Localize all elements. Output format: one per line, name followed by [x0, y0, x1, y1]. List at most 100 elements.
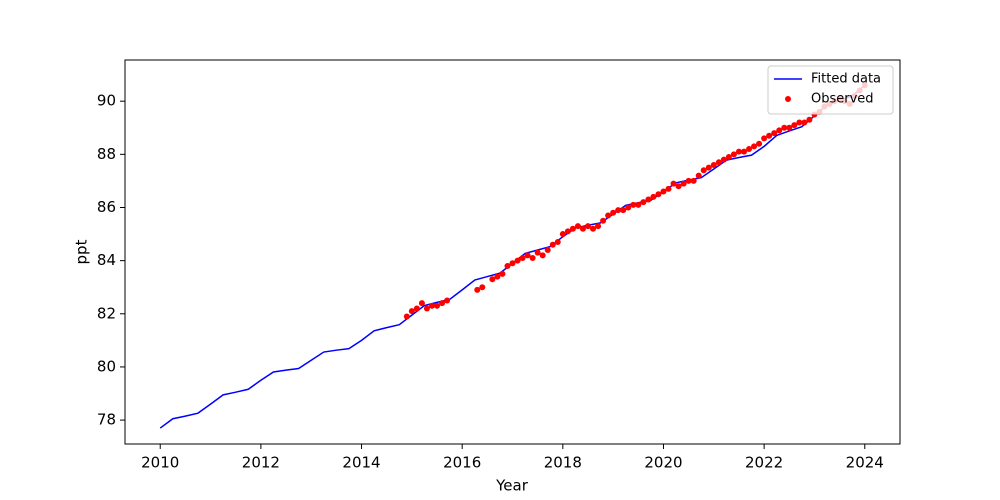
observed-point: [544, 247, 551, 254]
observed-point: [584, 223, 591, 230]
observed-point: [620, 207, 627, 214]
legend-label: Fitted data: [811, 72, 881, 87]
observed-point: [413, 305, 420, 312]
observed-point: [725, 153, 732, 160]
observed-point: [474, 286, 481, 293]
observed-point: [791, 122, 798, 129]
plot-frame: [124, 59, 901, 445]
observed-point: [740, 148, 747, 155]
y-tick-label: 90: [97, 92, 116, 110]
y-tick-label: 86: [97, 198, 116, 216]
observed-point: [801, 119, 808, 126]
observed-point: [600, 217, 607, 224]
observed-point: [781, 124, 788, 131]
observed-point: [569, 225, 576, 232]
observed-point: [746, 146, 753, 153]
observed-point: [439, 300, 446, 307]
observed-point: [605, 212, 612, 219]
observed-point: [428, 302, 435, 309]
observed-point: [579, 225, 586, 232]
observed-point: [660, 188, 667, 195]
y-tick-label: 78: [97, 411, 116, 429]
legend: Fitted data Observed: [767, 65, 894, 115]
observed-point: [534, 249, 541, 256]
observed-point: [680, 180, 687, 187]
observed-point: [494, 273, 501, 280]
observed-point: [559, 231, 566, 238]
observed-point: [705, 164, 712, 171]
legend-box: [767, 65, 894, 115]
observed-point: [595, 223, 602, 230]
observed-point: [806, 116, 813, 123]
y-axis-label: ppt: [73, 239, 91, 264]
observed-point: [418, 300, 425, 307]
x-tick-label: 2020: [644, 454, 682, 472]
observed-point: [529, 254, 536, 261]
observed-point: [549, 241, 556, 248]
x-tick-label: 2012: [242, 454, 280, 472]
observed-point: [554, 239, 561, 246]
observed-point: [524, 252, 531, 259]
observed-point: [423, 305, 430, 312]
observed-point: [761, 135, 768, 142]
observed-point: [776, 127, 783, 134]
observed-point: [670, 180, 677, 187]
observed-point: [720, 156, 727, 163]
y-tick-label: 80: [97, 357, 116, 375]
observed-point: [771, 130, 778, 137]
observed-point: [665, 185, 672, 192]
x-tick-label: 2016: [443, 454, 481, 472]
observed-point: [645, 196, 652, 203]
y-tick-label: 82: [97, 304, 116, 322]
observed-point: [715, 159, 722, 166]
observed-point: [756, 140, 763, 147]
observed-point: [685, 177, 692, 184]
x-tick-label: 2024: [846, 454, 884, 472]
observed-point: [650, 193, 657, 200]
observed-point: [766, 132, 773, 139]
observed-point: [434, 302, 441, 309]
observed-point: [786, 124, 793, 131]
observed-point: [403, 313, 410, 320]
observed-point: [489, 276, 496, 283]
legend-label: Observed: [811, 92, 874, 107]
observed-point: [509, 260, 516, 267]
y-tick-label: 88: [97, 145, 116, 163]
fitted-line: [159, 84, 866, 429]
x-axis-label: Year: [495, 477, 529, 495]
observed-point: [625, 204, 632, 211]
observed-point: [610, 209, 617, 216]
y-tick-label: 84: [97, 251, 116, 269]
observed-point: [479, 284, 486, 291]
observed-point: [590, 225, 597, 232]
x-tick-label: 2010: [141, 454, 179, 472]
observed-point: [514, 257, 521, 264]
observed-point: [574, 223, 581, 230]
observed-point: [710, 161, 717, 168]
observed-point: [690, 177, 697, 184]
observed-point: [735, 148, 742, 155]
observed-point: [539, 252, 546, 259]
observed-point: [444, 297, 451, 304]
observed-point: [499, 270, 506, 277]
observed-point: [630, 201, 637, 208]
observed-point: [730, 151, 737, 158]
observed-point: [655, 191, 662, 198]
observed-point: [504, 262, 511, 269]
observed-point: [519, 254, 526, 261]
plot-area: [159, 82, 868, 429]
observed-point: [408, 308, 415, 315]
observed-point: [695, 172, 702, 179]
observed-point: [635, 201, 642, 208]
legend-marker: [785, 96, 791, 102]
observed-point: [564, 228, 571, 235]
observed-point: [640, 199, 647, 206]
x-tick-label: 2022: [745, 454, 783, 472]
observed-point: [700, 167, 707, 174]
observed-point: [751, 143, 758, 150]
observed-point: [615, 207, 622, 214]
observed-point: [675, 183, 682, 190]
observed-point: [796, 119, 803, 126]
x-tick-label: 2018: [544, 454, 582, 472]
